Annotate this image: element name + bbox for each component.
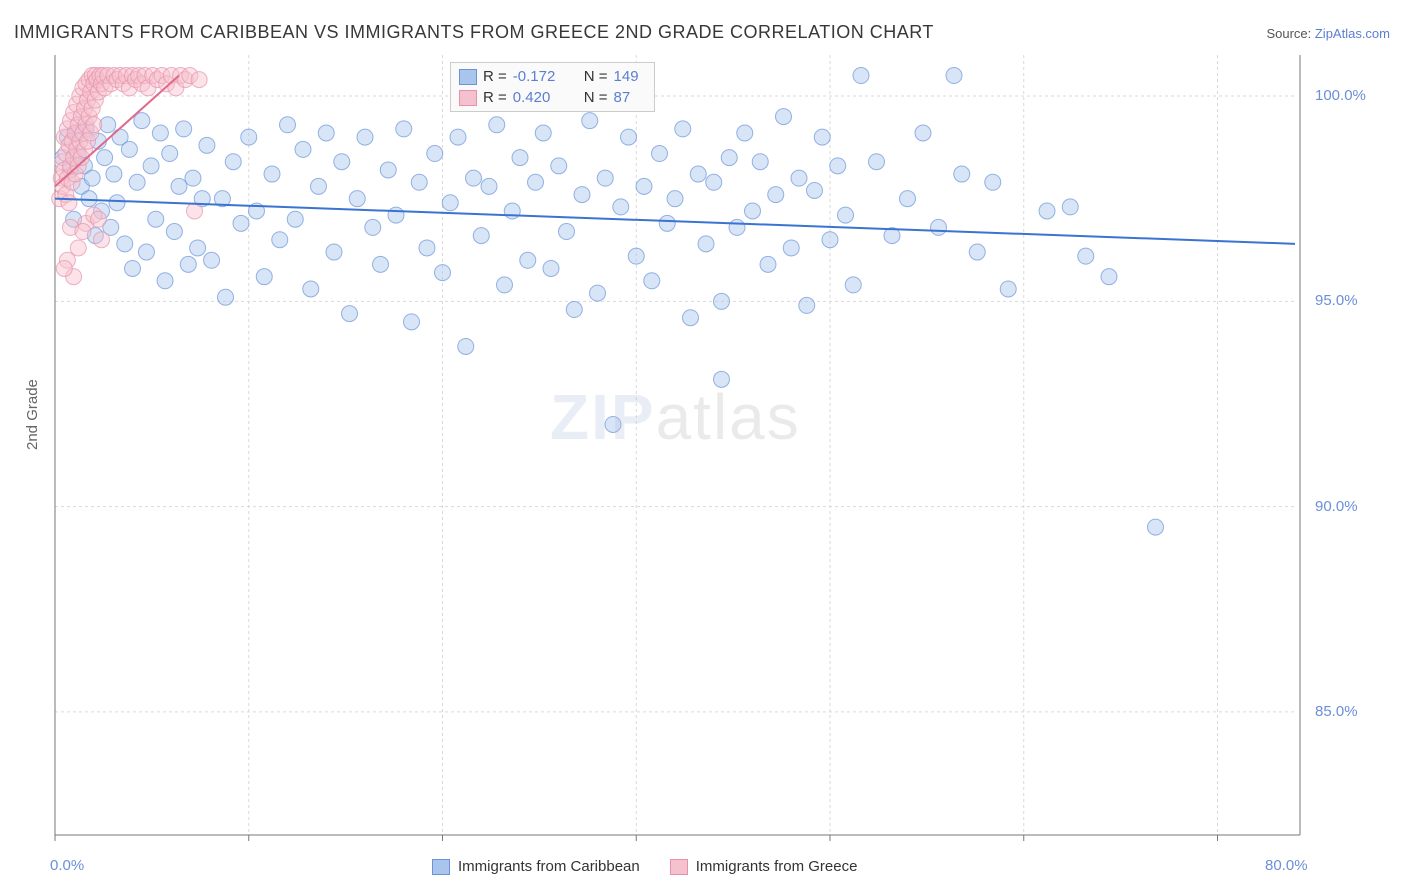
- legend-r-label: R =: [483, 89, 507, 106]
- legend-r-label: R =: [483, 68, 507, 85]
- legend-swatch: [670, 859, 688, 875]
- x-tick-label: 80.0%: [1265, 857, 1308, 874]
- legend-stats: R = -0.172 N = 149 R = 0.420 N = 87: [450, 62, 655, 112]
- y-tick-label: 85.0%: [1315, 703, 1358, 720]
- y-tick-label: 90.0%: [1315, 498, 1358, 515]
- legend-series-label: Immigrants from Greece: [696, 858, 858, 875]
- legend-stats-row: R = -0.172 N = 149: [459, 66, 646, 87]
- legend-r-value: -0.172: [513, 68, 568, 85]
- x-tick-label: 0.0%: [50, 857, 84, 874]
- legend-swatch: [459, 69, 477, 85]
- legend-r-value: 0.420: [513, 89, 568, 106]
- legend-series-item: Immigrants from Caribbean: [432, 858, 640, 875]
- y-tick-label: 100.0%: [1315, 87, 1366, 104]
- legend-n-value: 149: [614, 68, 646, 85]
- watermark: ZIPatlas: [550, 380, 801, 454]
- watermark-atlas: atlas: [656, 381, 801, 453]
- legend-series: Immigrants from Caribbean Immigrants from…: [432, 858, 857, 875]
- legend-n-value: 87: [614, 89, 646, 106]
- legend-n-label: N =: [584, 68, 608, 85]
- y-tick-label: 95.0%: [1315, 292, 1358, 309]
- legend-series-label: Immigrants from Caribbean: [458, 858, 640, 875]
- legend-series-item: Immigrants from Greece: [670, 858, 858, 875]
- legend-stats-row: R = 0.420 N = 87: [459, 87, 646, 108]
- legend-swatch: [459, 90, 477, 106]
- y-axis-label: 2nd Grade: [24, 379, 41, 450]
- legend-swatch: [432, 859, 450, 875]
- legend-n-label: N =: [584, 89, 608, 106]
- watermark-zip: ZIP: [550, 381, 656, 453]
